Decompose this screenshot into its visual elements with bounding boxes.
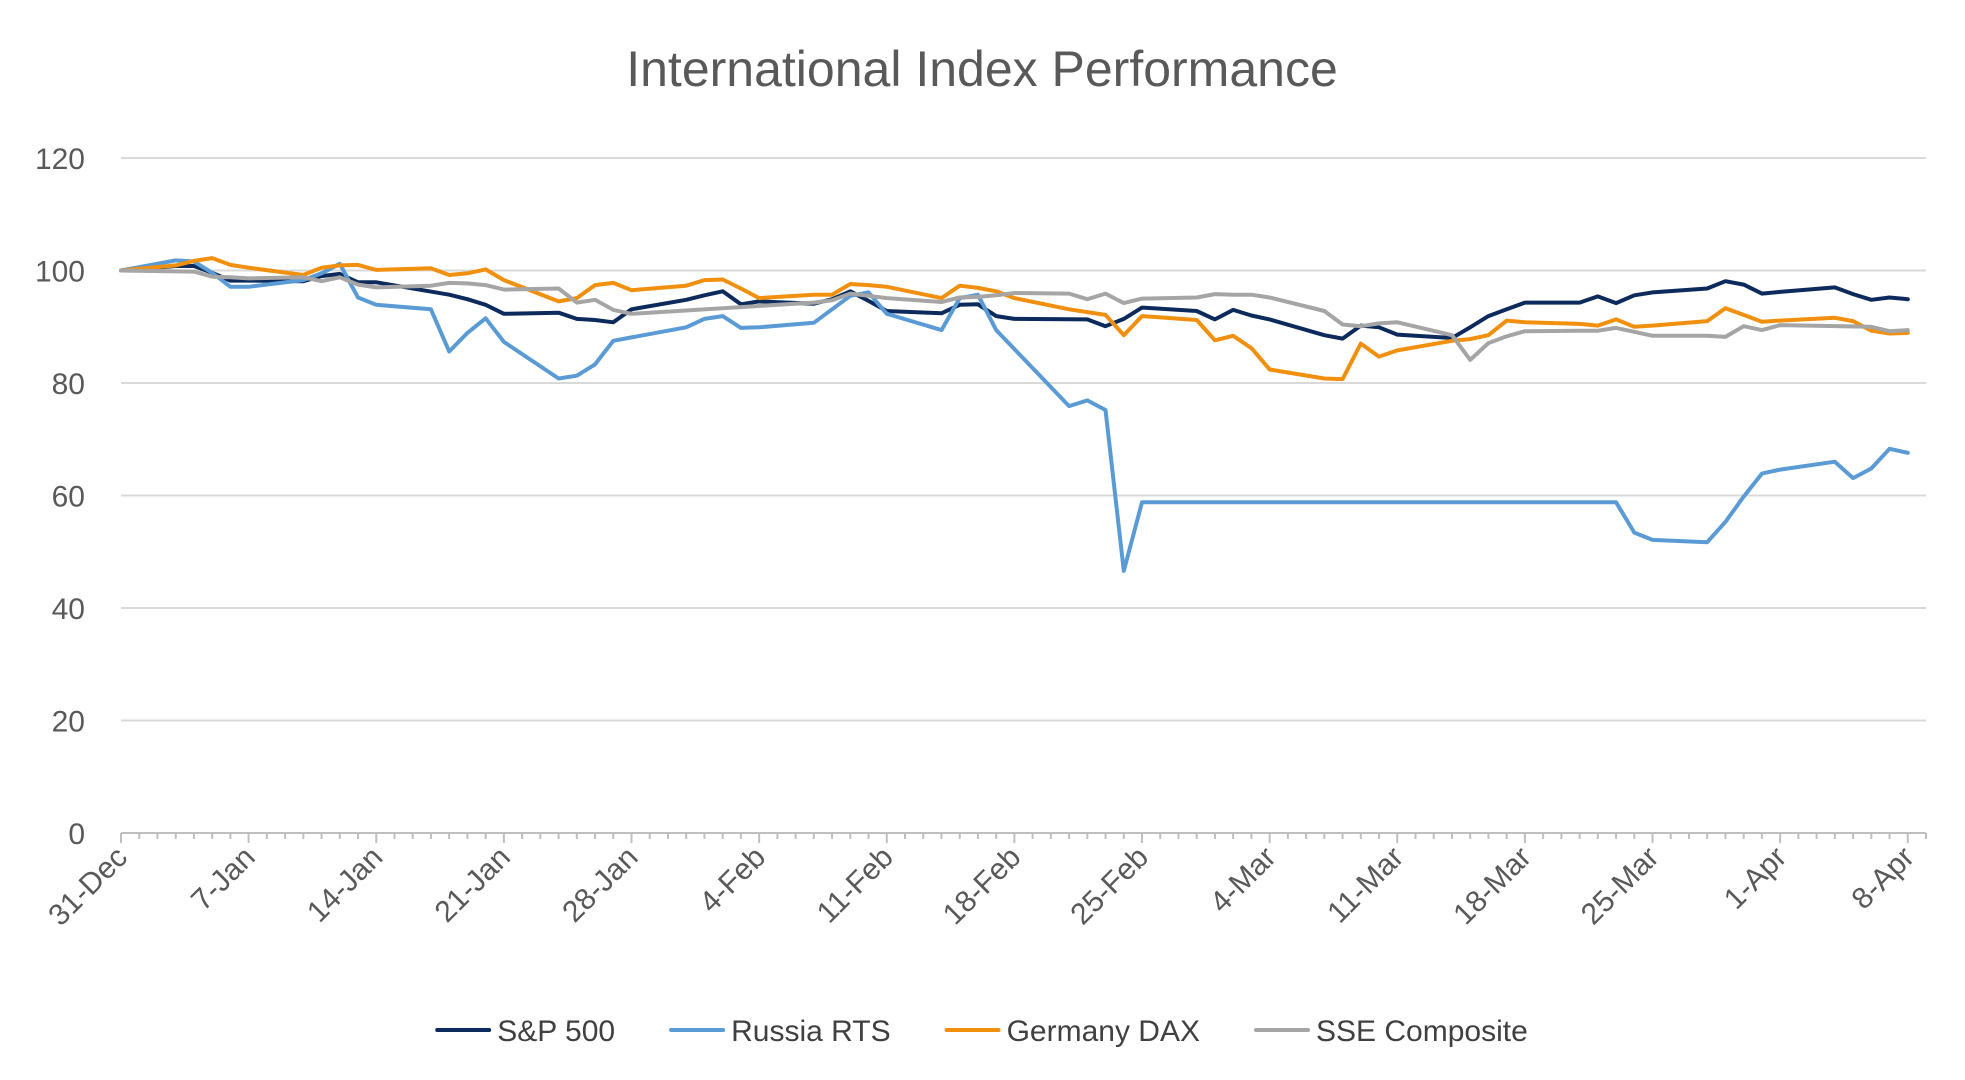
x-tick-label: 18-Feb xyxy=(937,841,1028,932)
legend: S&P 500 Russia RTS Germany DAX SSE Composit… xyxy=(435,1015,1528,1048)
y-tick-label: 80 xyxy=(52,368,85,401)
gridlines xyxy=(121,157,1926,722)
x-tick-label: 25-Feb xyxy=(1064,841,1155,932)
x-tick-label: 28-Jan xyxy=(556,841,644,929)
x-tick-label: 25-Mar xyxy=(1575,841,1666,932)
x-tick-label: 1-Apr xyxy=(1718,841,1793,916)
y-tick-label: 100 xyxy=(35,256,85,289)
legend-label: Russia RTS xyxy=(731,1015,891,1048)
y-tick-label: 0 xyxy=(68,818,85,851)
x-tick-label: 18-Mar xyxy=(1447,841,1538,932)
y-tick-label: 60 xyxy=(52,481,85,514)
x-tick-label: 14-Jan xyxy=(301,841,389,929)
legend-label: Germany DAX xyxy=(1007,1015,1200,1048)
legend-item-2: Germany DAX xyxy=(944,1015,1200,1048)
legend-label: S&P 500 xyxy=(497,1015,615,1048)
series-line-1 xyxy=(119,258,1910,573)
y-tick-label: 20 xyxy=(52,706,85,739)
series-line-3 xyxy=(119,268,1910,362)
y-tick-label: 40 xyxy=(52,593,85,626)
legend-item-3: SSE Composite xyxy=(1254,1015,1528,1048)
x-tick-label: 31-Dec xyxy=(42,841,134,933)
x-tick-label: 4-Mar xyxy=(1204,841,1283,920)
series-lines xyxy=(119,256,1910,573)
x-tick-label: 4-Feb xyxy=(693,841,772,920)
legend-label: SSE Composite xyxy=(1316,1015,1528,1048)
y-axis-ticks: 0 20 40 60 80 100 120 xyxy=(35,143,85,851)
chart-title: International Index Performance xyxy=(626,41,1338,97)
x-axis: 31-Dec 7-Jan 14-Jan 21-Jan 28-Jan 4-Feb 11-Feb… xyxy=(42,832,1927,933)
x-tick-label: 21-Jan xyxy=(429,841,517,929)
x-tick-label: 8-Apr xyxy=(1846,841,1921,916)
x-tick-label: 11-Feb xyxy=(811,841,900,930)
x-tick-label: 7-Jan xyxy=(185,841,261,917)
series-line-0 xyxy=(119,264,1910,341)
y-tick-label: 120 xyxy=(35,143,85,176)
series-line-2 xyxy=(119,256,1910,382)
legend-item-0: S&P 500 xyxy=(435,1015,615,1048)
x-tick-label: 11-Mar xyxy=(1321,841,1410,930)
legend-item-1: Russia RTS xyxy=(669,1015,891,1048)
